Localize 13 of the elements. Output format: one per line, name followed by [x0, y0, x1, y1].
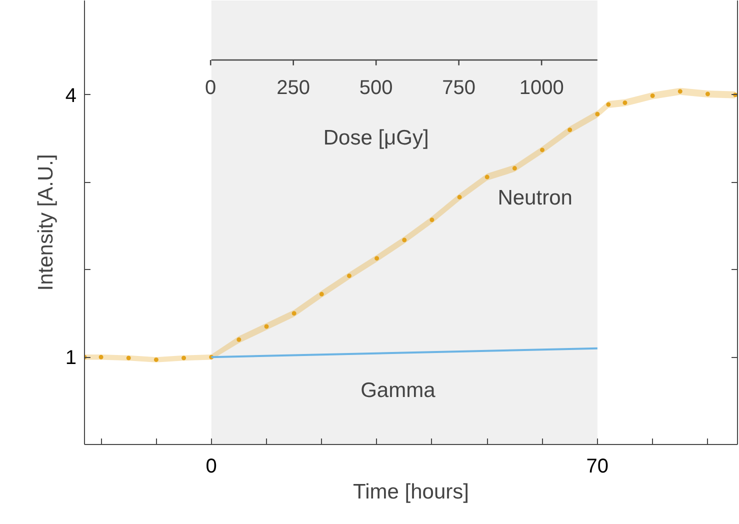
x2-tick-label: 500 — [359, 76, 393, 99]
y-axis-title: Intensity [A.U.] — [34, 154, 58, 291]
series-label: Gamma — [360, 379, 436, 402]
x2-tick-label: 1000 — [519, 76, 564, 99]
y-tick-label: 4 — [65, 84, 76, 107]
x2-tick-label: 250 — [276, 76, 310, 99]
y-tick-label: 1 — [65, 347, 76, 370]
x2-axis-title: Dose [μGy] — [323, 126, 429, 150]
x2-tick-label: 0 — [205, 76, 216, 99]
x2-tick-label: 750 — [442, 76, 476, 99]
series-label: Neutron — [498, 186, 572, 210]
x-axis-title: Time [hours] — [353, 480, 469, 504]
x-tick-label: 70 — [586, 456, 609, 478]
